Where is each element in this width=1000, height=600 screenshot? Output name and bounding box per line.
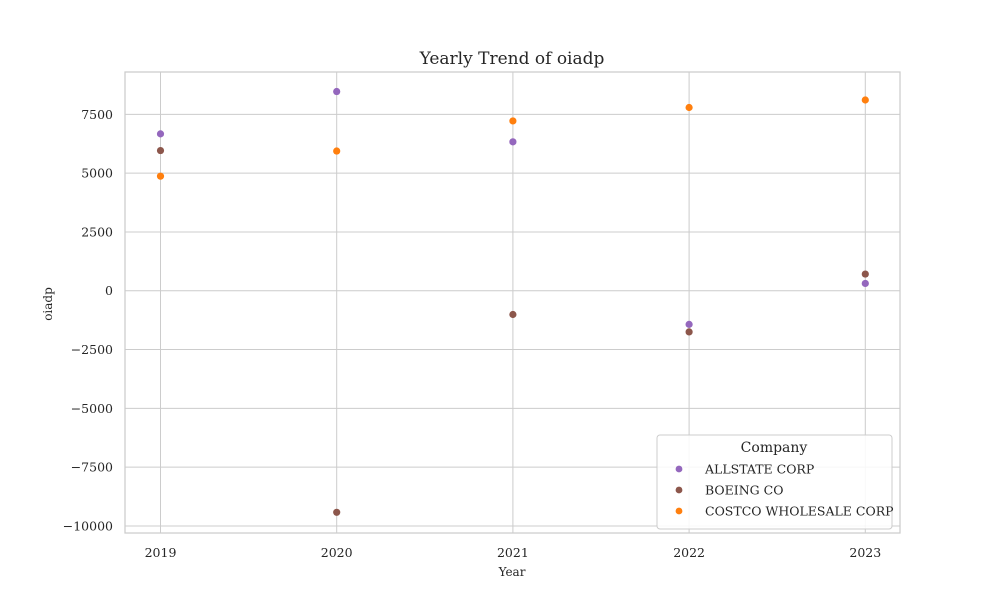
legend-label: COSTCO WHOLESALE CORP	[705, 504, 894, 519]
data-point	[509, 117, 517, 125]
y-tick-label: 2500	[81, 224, 113, 239]
legend-marker	[675, 465, 683, 473]
data-point	[333, 87, 341, 96]
x-tick-label: 2020	[321, 545, 353, 560]
data-point	[156, 130, 165, 138]
data-point	[156, 172, 165, 180]
y-tick-label: 5000	[81, 166, 113, 181]
data-point	[861, 270, 869, 278]
data-point	[685, 320, 693, 328]
legend-label: BOEING CO	[705, 483, 783, 498]
legend-box	[656, 434, 893, 530]
y-tick-label: 0	[105, 283, 113, 298]
y-tick-label: −10000	[63, 518, 113, 533]
data-point	[685, 103, 693, 112]
data-points	[156, 87, 869, 516]
x-tick-label: 2022	[673, 545, 705, 560]
legend-marker	[675, 507, 683, 515]
x-tick-label: 2019	[145, 545, 177, 560]
y-tick-label: −2500	[71, 342, 113, 357]
y-axis-label: oiadp	[41, 287, 55, 321]
data-point	[509, 310, 517, 319]
chart-title: Yearly Trend of oiadp	[419, 49, 605, 69]
data-point	[509, 138, 517, 146]
data-point	[861, 279, 869, 288]
plot-area	[124, 71, 901, 534]
legend-label: ALLSTATE CORP	[704, 462, 814, 477]
legend-title: Company	[741, 440, 808, 456]
y-axis-ticks: −10000 −7500 −5000 −2500 0 2500 5000 7500	[63, 107, 113, 534]
data-point	[333, 147, 341, 155]
x-axis-ticks: 2019 2020 2021 2022 2023	[145, 545, 882, 560]
data-point	[156, 146, 165, 155]
x-tick-label: 2023	[849, 545, 881, 560]
legend: Company ALLSTATE CORP BOEING CO COSTCO WHO…	[656, 434, 894, 530]
y-tick-label: −5000	[71, 401, 113, 416]
x-axis-label: Year	[498, 565, 526, 579]
y-tick-label: −7500	[71, 460, 113, 475]
data-point	[333, 508, 341, 516]
y-tick-label: 7500	[81, 107, 113, 122]
legend-items: ALLSTATE CORP BOEING CO COSTCO WHOLESALE C…	[675, 462, 894, 519]
x-tick-label: 2021	[497, 545, 529, 560]
data-point	[685, 328, 693, 336]
data-point	[861, 96, 869, 104]
legend-marker	[675, 486, 683, 494]
